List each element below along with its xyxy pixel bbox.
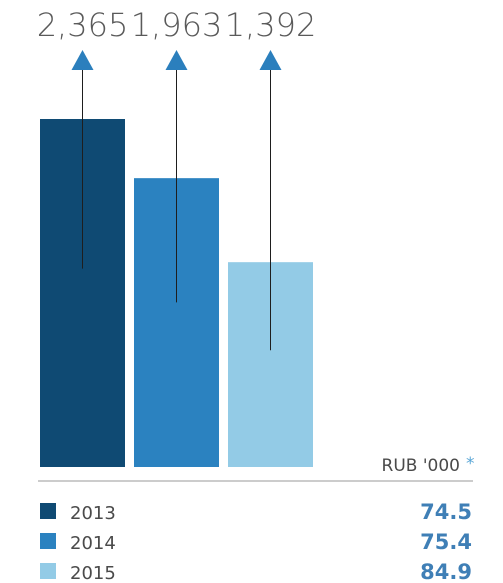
value-label-2014: 1,963: [131, 6, 223, 44]
legend-label-2014: 2014: [70, 533, 116, 554]
legend-swatch-2015: [40, 563, 56, 579]
legend-value-2013: 74.5: [420, 500, 472, 524]
legend-value-2014: 75.4: [420, 530, 472, 554]
legend-swatch-2013: [40, 503, 56, 519]
value-labels: 2,365 1,963 1,392: [37, 6, 317, 351]
legend: 2013 74.5 2014 75.4 2015 84.9: [40, 500, 472, 583]
unit-marker: *: [466, 454, 475, 474]
legend-label-2015: 2015: [70, 563, 116, 583]
arrow-head-2015: [259, 50, 282, 70]
arrow-head-2014: [165, 50, 188, 70]
legend-value-2015: 84.9: [420, 560, 472, 583]
value-label-2013: 2,365: [37, 6, 129, 44]
arrow-head-2013: [71, 50, 94, 70]
legend-swatch-2014: [40, 533, 56, 549]
value-label-2015: 1,392: [225, 6, 317, 44]
unit-label: RUB '000: [382, 456, 460, 476]
legend-label-2013: 2013: [70, 503, 116, 524]
